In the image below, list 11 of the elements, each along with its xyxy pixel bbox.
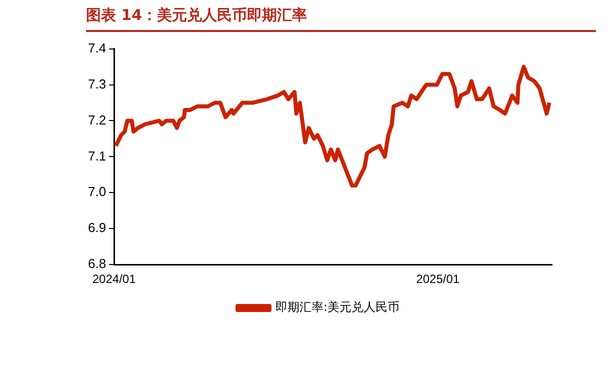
legend-label: 即期汇率:美元兑人民币 xyxy=(275,300,400,314)
y-tick-label: 6.9 xyxy=(88,220,106,236)
y-tick-label: 7.3 xyxy=(88,76,106,92)
y-tick-label: 6.8 xyxy=(88,256,106,272)
y-tick-label: 7.1 xyxy=(88,148,106,164)
chart-title: 图表 14：美元兑人民币即期汇率 xyxy=(86,6,596,32)
x-tick-label: 2024/01 xyxy=(92,272,136,286)
y-tick-label: 7.4 xyxy=(88,40,106,56)
y-tick-label: 7.2 xyxy=(88,112,106,128)
x-tick-label: 2025/01 xyxy=(416,272,460,286)
y-tick-label: 7.0 xyxy=(88,184,106,200)
